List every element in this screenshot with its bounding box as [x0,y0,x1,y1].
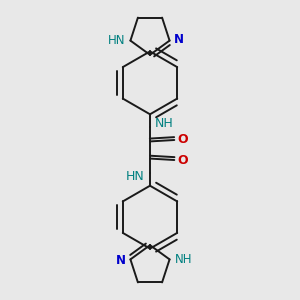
Text: NH: NH [155,117,174,130]
Text: NH: NH [175,253,192,266]
Text: N: N [174,33,184,46]
Text: O: O [178,134,188,146]
Text: HN: HN [108,34,125,47]
Text: O: O [178,154,188,166]
Text: N: N [116,254,126,267]
Text: HN: HN [126,170,145,183]
